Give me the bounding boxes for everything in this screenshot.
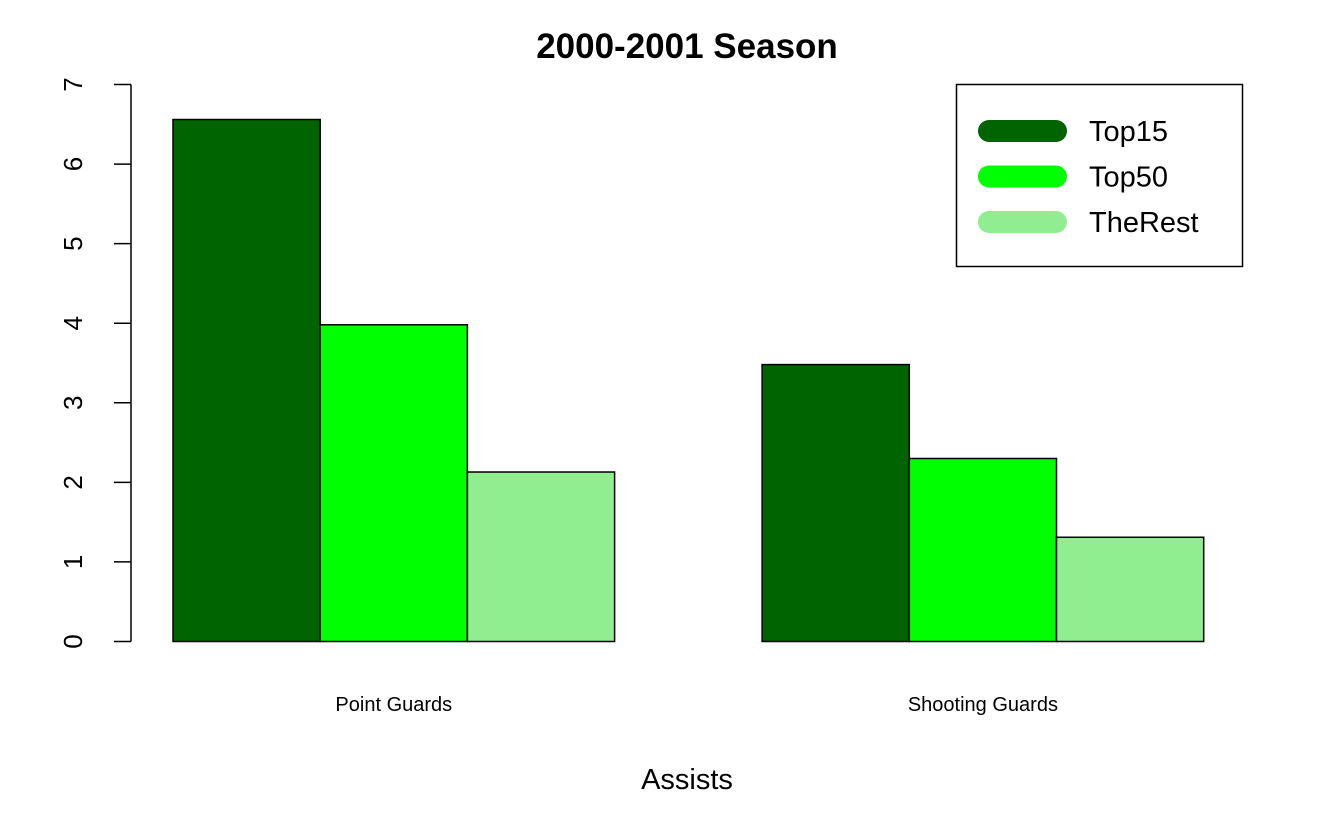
y-axis: 0 1 2 3 4 5 6 7 [58,77,132,649]
category-label: Shooting Guards [908,694,1058,716]
category-label: Point Guards [335,694,452,716]
chart-title: 2000-2001 Season [536,27,838,66]
y-tick-label: 1 [58,555,88,569]
x-axis-label: Assists [641,764,733,796]
y-tick-label: 3 [58,396,88,410]
bar [319,324,469,643]
legend-label: Top50 [1089,162,1168,194]
legend-label: Top15 [1089,116,1168,148]
bar [466,471,616,643]
bars-group [172,118,1205,643]
category-labels: Point Guards Shooting Guards [335,694,1058,716]
y-tick-label: 7 [58,77,88,91]
bar [1055,536,1205,643]
y-tick-label: 0 [58,634,88,648]
y-tick-label: 2 [58,475,88,489]
bar [761,363,911,643]
y-tick-label: 5 [58,236,88,250]
y-tick-label: 4 [58,316,88,330]
legend-label: TheRest [1089,207,1199,239]
bar [172,118,321,643]
legend: Top15 Top50 TheRest [955,83,1244,268]
bar [908,457,1058,643]
y-tick-label: 6 [58,157,88,171]
